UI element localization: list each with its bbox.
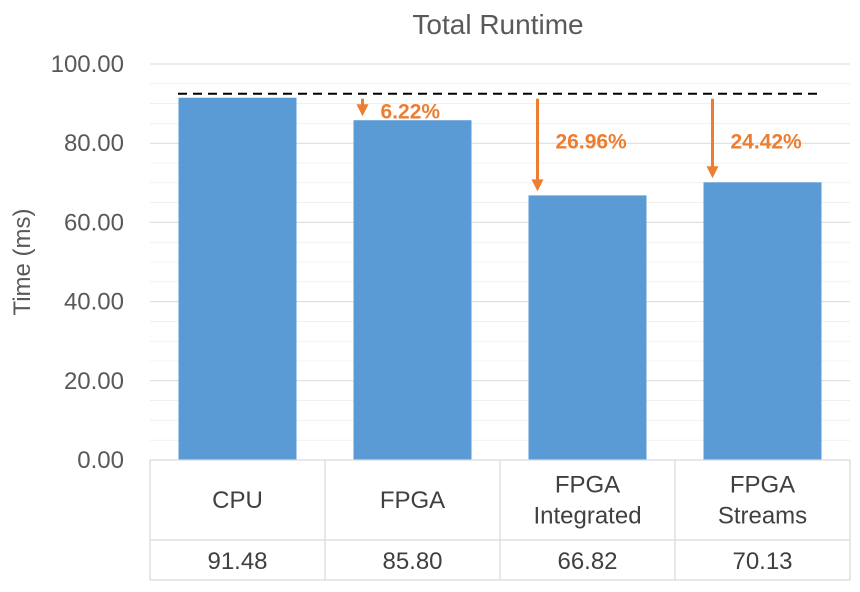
y-axis-ticks: 0.00 20.00 40.00 60.00 80.00 100.00 bbox=[51, 51, 124, 474]
category-label: FPGA bbox=[380, 487, 445, 514]
bar bbox=[528, 195, 647, 460]
bars bbox=[178, 97, 822, 461]
y-tick-label: 40.00 bbox=[64, 289, 124, 316]
bar bbox=[703, 182, 822, 460]
y-axis-label: Time (ms) bbox=[9, 208, 36, 315]
category-label: FPGA Integrated bbox=[533, 472, 641, 530]
y-tick-label: 20.00 bbox=[64, 368, 124, 395]
reduction-annotations: 6.22% 26.96% 24.42% bbox=[356, 98, 803, 192]
reduction-percentage-label: 6.22% bbox=[381, 101, 441, 124]
bar bbox=[353, 120, 472, 461]
y-tick-label: 0.00 bbox=[77, 447, 124, 474]
y-tick-label: 80.00 bbox=[64, 130, 124, 157]
data-table-value: 85.80 bbox=[382, 548, 442, 575]
reduction-arrow-head bbox=[531, 179, 544, 192]
category-label: FPGA Streams bbox=[718, 472, 807, 530]
chart-title: Total Runtime bbox=[412, 9, 583, 40]
reduction-arrow-head bbox=[706, 166, 719, 179]
data-table: CPU 91.48 FPGA 85.80 FPGA Integrated 66.82 FPGA… bbox=[149, 459, 851, 581]
y-tick-label: 100.00 bbox=[51, 51, 124, 78]
data-table-value: 91.48 bbox=[207, 548, 267, 575]
reduction-percentage-label: 24.42% bbox=[731, 131, 803, 154]
reduction-percentage-label: 26.96% bbox=[556, 131, 628, 154]
category-label: CPU bbox=[212, 487, 263, 514]
data-table-value: 66.82 bbox=[557, 548, 617, 575]
bar bbox=[178, 97, 297, 460]
y-tick-label: 60.00 bbox=[64, 209, 124, 236]
reduction-arrow-head bbox=[356, 104, 369, 117]
data-table-value: 70.13 bbox=[732, 548, 792, 575]
